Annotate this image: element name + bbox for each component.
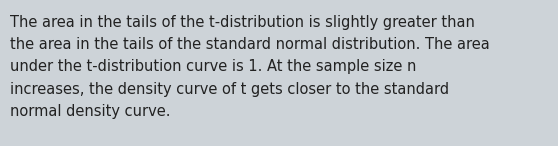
Text: The area in the tails of the t-distribution is slightly greater than
the area in: The area in the tails of the t-distribut… — [10, 15, 490, 119]
